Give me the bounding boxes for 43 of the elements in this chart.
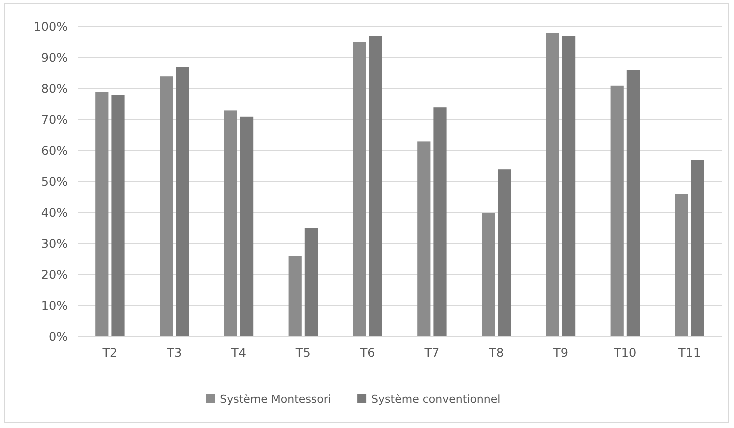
x-tick-label: T3: [166, 346, 182, 360]
bar: [691, 160, 704, 337]
y-tick-label: 0%: [48, 330, 68, 344]
x-tick-label: T9: [552, 346, 568, 360]
x-tick-label: T11: [677, 346, 702, 360]
bar: [675, 194, 688, 337]
y-tick-label: 60%: [41, 144, 68, 158]
x-tick-label: T8: [488, 346, 504, 360]
y-tick-label: 80%: [41, 82, 68, 96]
y-tick-label: 50%: [41, 175, 68, 190]
bar: [546, 33, 560, 337]
y-tick-label: 70%: [41, 113, 68, 128]
y-tick-label: 30%: [41, 237, 68, 252]
bar: [418, 142, 431, 337]
bar: [112, 95, 125, 337]
bar: [160, 76, 174, 337]
bar: [482, 213, 496, 337]
y-tick-label: 90%: [41, 51, 68, 66]
x-tick-label: T10: [613, 346, 637, 360]
bar: [224, 110, 238, 337]
bar: [304, 228, 318, 337]
x-tick-label: T2: [102, 346, 118, 360]
legend-label: Système conventionnel: [372, 393, 501, 406]
x-tick-label: T4: [230, 346, 246, 360]
bar: [176, 67, 190, 337]
x-tick-label: T5: [294, 346, 311, 360]
bar: [96, 92, 109, 337]
legend-label: Système Montessori: [220, 393, 332, 406]
y-tick-label: 20%: [41, 268, 68, 282]
y-tick-label: 40%: [41, 206, 68, 220]
bar: [288, 256, 302, 337]
bar: [240, 116, 254, 337]
y-tick-label: 10%: [41, 299, 68, 314]
bar: [353, 42, 366, 337]
y-tick-label: 100%: [34, 20, 68, 34]
bar: [369, 36, 382, 337]
bar: [498, 170, 512, 337]
x-tick-label: T6: [359, 346, 376, 360]
bar: [434, 108, 447, 337]
bar: [562, 36, 576, 337]
x-tick-label: T7: [424, 346, 440, 360]
bar: [626, 70, 640, 337]
bar: [610, 86, 624, 337]
